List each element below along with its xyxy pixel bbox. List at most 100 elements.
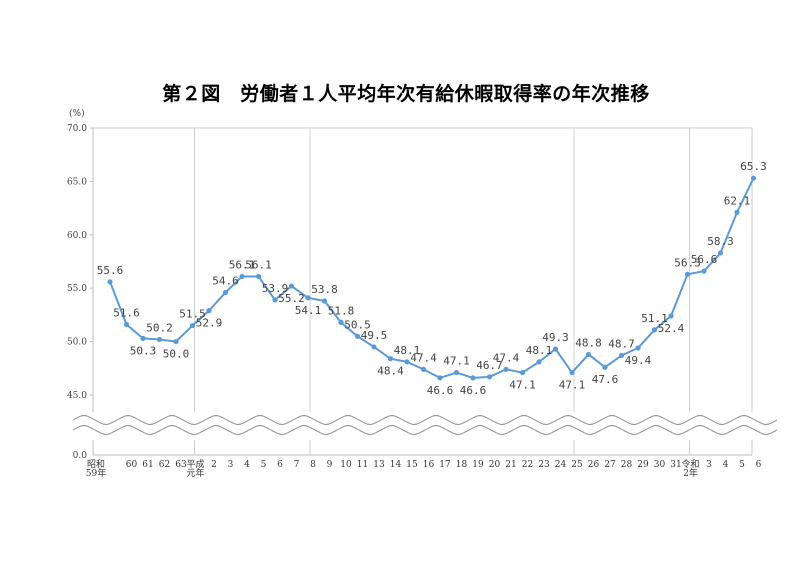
data-point [536, 359, 542, 365]
y-tick-label: 65.0 [67, 177, 87, 187]
x-tick-label: 25 [571, 460, 583, 470]
data-point [717, 250, 724, 256]
x-tick-label: 23 [538, 460, 550, 470]
x-tick-label: 27 [604, 460, 616, 470]
data-point [684, 271, 691, 277]
data-point [602, 364, 608, 370]
chart-title: 第２図 労働者１人平均年次有給休暇取得率の年次推移 [162, 83, 650, 105]
x-tick-label: 5 [739, 460, 745, 470]
data-label: 55.2 [278, 292, 305, 305]
data-label: 47.4 [493, 351, 520, 364]
data-point [288, 283, 295, 289]
data-label: 50.2 [146, 321, 173, 334]
axis-break-wave [72, 414, 778, 426]
x-tick-label: 30 [654, 460, 666, 470]
data-point [305, 295, 311, 301]
x-tick-label: 15 [406, 460, 418, 470]
data-point [651, 327, 658, 333]
x-tick-label: 元年 [186, 467, 204, 479]
x-tick-label: 4 [244, 460, 250, 470]
x-tick-label: 17 [439, 460, 451, 470]
data-point [107, 279, 113, 285]
x-tick-label: 18 [456, 460, 468, 470]
x-tick-label: 63 [175, 460, 187, 470]
data-point [569, 369, 575, 376]
axis-break-band [71, 412, 756, 440]
x-tick-label: 19 [472, 460, 484, 470]
data-label: 50.5 [344, 318, 371, 331]
y-tick-label: 70.0 [67, 124, 87, 134]
data-point [321, 298, 328, 304]
data-label: 49.5 [361, 329, 388, 342]
data-label: 51.6 [113, 307, 140, 320]
series-line [109, 177, 755, 379]
data-label: 48.4 [377, 365, 404, 378]
x-tick-label: 60 [126, 460, 138, 470]
data-label: 51.5 [179, 308, 206, 321]
data-label: 56.1 [229, 258, 256, 271]
data-label: 46.6 [460, 384, 487, 397]
data-point [189, 322, 196, 329]
data-point [635, 345, 641, 351]
data-point [668, 313, 674, 319]
x-tick-label: 3 [706, 460, 712, 470]
y-tick-label-zero: 0.0 [73, 451, 88, 461]
data-label: 47.1 [509, 379, 536, 392]
x-tick-label: 61 [142, 460, 153, 470]
data-point [750, 175, 757, 181]
x-tick-label: 5 [261, 460, 267, 470]
x-tick-label: 13 [373, 460, 385, 470]
data-label: 48.7 [608, 337, 635, 350]
x-tick-label: 2 [211, 460, 217, 470]
data-label: 65.3 [740, 160, 767, 173]
data-label: 54.6 [212, 274, 239, 287]
data-label: 47.6 [592, 373, 619, 386]
data-point [222, 289, 229, 296]
y-tick-label: 45.0 [67, 391, 87, 401]
x-tick-label: 令和 [681, 458, 699, 470]
x-tick-label: 3 [228, 460, 234, 470]
x-tick-label: 6 [756, 460, 762, 470]
y-axis-unit: (%) [69, 108, 85, 119]
data-label: 48.1 [526, 344, 553, 357]
x-tick-label: 11 [357, 460, 368, 470]
data-point [552, 346, 559, 352]
data-label: 50.3 [130, 344, 157, 357]
data-point [239, 273, 245, 280]
x-tick-label: 20 [489, 460, 501, 470]
data-point [272, 297, 278, 303]
data-point [173, 339, 179, 345]
data-label: 47.4 [410, 351, 437, 364]
data-label: 51.1 [641, 312, 668, 325]
x-tick-label: 10 [340, 460, 352, 470]
x-tick-label: 22 [522, 460, 533, 470]
x-tick-label: 昭和 [87, 459, 105, 470]
data-point [503, 366, 509, 372]
x-tick-label: 16 [423, 460, 435, 470]
x-tick-label: 62 [159, 460, 170, 470]
data-label: 56.1 [245, 258, 272, 271]
data-label: 55.6 [97, 264, 124, 277]
data-point [470, 375, 476, 381]
axis-break-wave [72, 424, 778, 436]
data-point [404, 359, 410, 365]
data-point [255, 273, 262, 280]
data-label: 46.7 [476, 359, 503, 372]
data-label: 49.4 [625, 354, 652, 367]
data-label: 52.9 [196, 317, 223, 330]
x-tick-label: 24 [555, 460, 567, 470]
data-label: 56.6 [691, 253, 718, 266]
y-tick-label: 50.0 [67, 338, 87, 348]
data-point [585, 351, 592, 358]
data-point [701, 268, 707, 274]
data-label: 54.1 [295, 304, 322, 317]
data-point [618, 352, 625, 359]
data-label: 46.6 [427, 384, 454, 397]
x-tick-label: 29 [637, 460, 649, 470]
data-point [206, 308, 212, 314]
x-tick-label: 2年 [683, 467, 698, 479]
data-label: 48.1 [394, 344, 421, 357]
data-point [437, 375, 443, 381]
data-point [453, 369, 460, 376]
